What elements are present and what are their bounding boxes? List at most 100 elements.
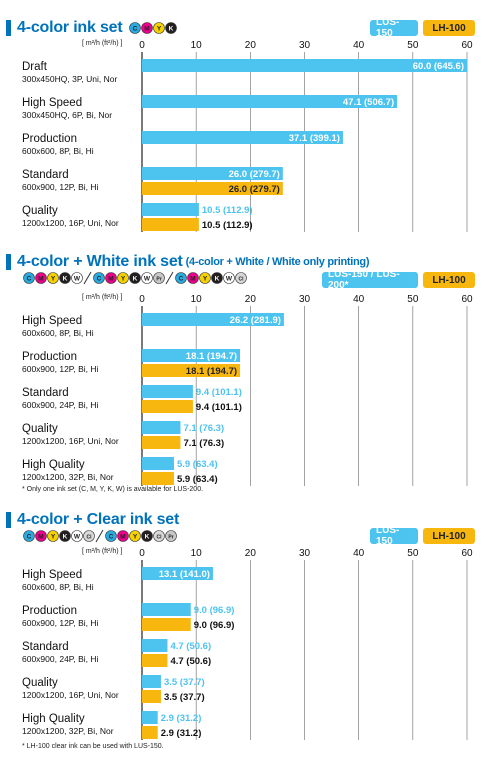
legend-lh100: LH-100: [423, 272, 475, 288]
tick-label: 30: [299, 294, 311, 305]
ink-m-icon: M: [35, 272, 47, 284]
legend-lh100: LH-100: [423, 528, 475, 544]
ink-k-icon: K: [141, 530, 153, 542]
ink-letter: C: [109, 534, 114, 541]
unit-label: [ m²/h (ft²/h) ]: [82, 40, 123, 47]
category-sublabel: 600x900, 12P, Bi, Hi: [22, 618, 99, 628]
ink-letter: M: [190, 276, 195, 283]
ink-w-icon: W: [141, 272, 153, 284]
ink-letter: Y: [51, 534, 56, 541]
ink-drop: [153, 272, 165, 284]
ink-letter: C: [179, 276, 184, 283]
ink-c-icon: C: [93, 272, 105, 284]
ink-drop: [199, 272, 211, 284]
ink-drop: [47, 272, 59, 284]
ink-drop: [117, 272, 129, 284]
ink-letter: Cl: [157, 535, 163, 541]
ink-drop: [71, 272, 83, 284]
category-label: Quality: [22, 423, 58, 435]
footnote: * Only one ink set (C, M, Y, K, W) is av…: [22, 486, 204, 493]
ink-letter: Y: [157, 26, 162, 33]
ink-letter: K: [215, 276, 220, 283]
data-label: 9.4 (101.1): [196, 387, 242, 398]
ink-drop: [129, 272, 141, 284]
category-label: Quality: [22, 205, 58, 217]
data-label: 18.1 (194.7): [186, 351, 237, 362]
bar: [142, 313, 284, 326]
ink-drop: [59, 530, 71, 542]
ink-letter: Pr: [156, 277, 161, 283]
category-label: Standard: [22, 641, 69, 653]
data-label: 2.9 (31.2): [161, 728, 202, 739]
ink-c-icon: C: [23, 272, 35, 284]
data-label: 2.9 (31.2): [161, 713, 202, 724]
tick-label: 50: [407, 294, 419, 305]
category-label: High Speed: [22, 569, 82, 581]
ink-letter: M: [108, 276, 113, 283]
ink-k-icon: K: [129, 272, 141, 284]
bar: [142, 59, 467, 72]
data-label: 26.0 (279.7): [229, 169, 280, 180]
category-label: Standard: [22, 387, 69, 399]
data-label: 4.7 (50.6): [170, 641, 211, 652]
section-4color-white: 4-color + White ink set (4-color + White…: [0, 250, 485, 500]
tick-label: 20: [245, 294, 257, 305]
category-sublabel: 600x900, 24P, Bi, Hi: [22, 400, 99, 410]
data-label: 9.0 (96.9): [194, 605, 235, 616]
ink-drop: [141, 22, 154, 34]
ink-drop: [105, 530, 117, 542]
ink-c-icon: C: [129, 22, 142, 34]
bar: [142, 421, 181, 434]
category-label: High Quality: [22, 459, 85, 471]
ink-drop: [47, 530, 59, 542]
tick-label: 20: [245, 40, 257, 51]
ink-drop: [93, 272, 105, 284]
ink-drop: [129, 22, 142, 34]
ink-drop: [211, 272, 223, 284]
ink-letter: Cl: [239, 277, 245, 283]
title-marker: [6, 254, 11, 270]
ink-letter: W: [74, 276, 81, 283]
ink-letter: Y: [203, 276, 208, 283]
ink-drop: [23, 272, 35, 284]
ink-drop: [141, 530, 153, 542]
category-sublabel: 600x900, 12P, Bi, Hi: [22, 364, 99, 374]
section-title-row: 4-color + White ink set (4-color + White…: [6, 253, 370, 271]
bar: [142, 400, 193, 413]
ink-drop: [35, 272, 47, 284]
legend-lh100: LH-100: [423, 20, 475, 36]
title-marker: [6, 512, 11, 528]
ink-letter: M: [145, 26, 150, 33]
footnote: * LH-100 clear ink can be used with LUS-…: [22, 743, 164, 750]
tick-label: 30: [299, 40, 311, 51]
ink-letter: K: [63, 276, 68, 283]
ink-letter: M: [120, 534, 125, 541]
bar: [142, 182, 283, 195]
data-label: 26.2 (281.9): [230, 315, 281, 326]
ink-w-icon: W: [71, 272, 83, 284]
bar: [142, 472, 174, 485]
category-sublabel: 1200x1200, 16P, Uni, Nor: [22, 218, 119, 228]
ink-drop: [71, 530, 83, 542]
ink-drop: [165, 22, 178, 34]
category-label: Quality: [22, 677, 58, 689]
bar: [142, 131, 343, 144]
ink-drop: [35, 530, 47, 542]
ink-k-icon: K: [59, 530, 71, 542]
data-label: 3.5 (37.7): [164, 692, 205, 703]
data-label: 60.0 (645.6): [413, 61, 464, 72]
ink-w-icon: W: [71, 530, 83, 542]
section-title: 4-color + Clear ink set: [17, 511, 180, 528]
tick-label: 40: [353, 294, 365, 305]
ink-drop: [187, 272, 199, 284]
ink-set-row: C M Y K W Cl C M Y K Cl Pr: [22, 529, 222, 543]
bar: [142, 675, 161, 688]
bar: [142, 726, 158, 739]
data-label: 7.1 (76.3): [183, 423, 224, 434]
ink-pr-icon: Pr: [165, 530, 177, 542]
category-sublabel: 300x450HQ, 6P, Bi, Nor: [22, 110, 112, 120]
